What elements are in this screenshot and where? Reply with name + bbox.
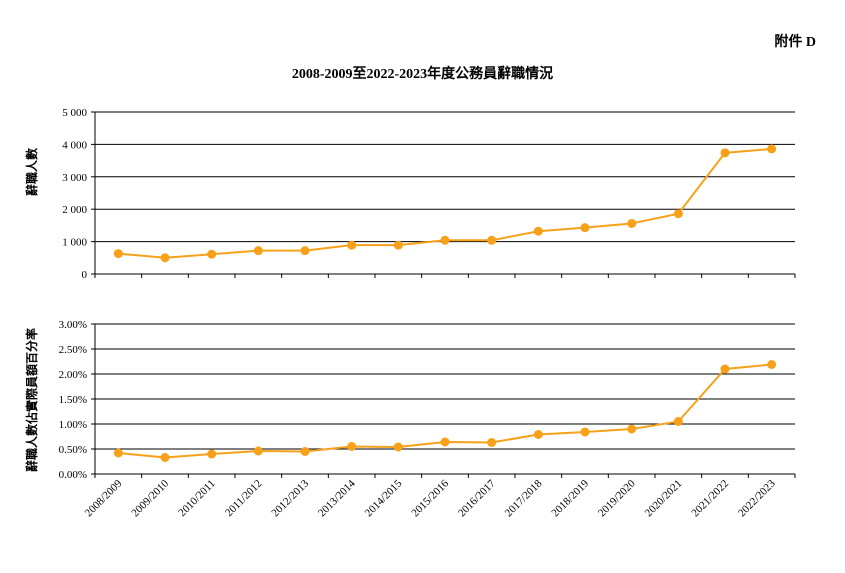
data-point — [393, 240, 403, 250]
data-point — [253, 446, 263, 456]
data-point — [627, 218, 637, 228]
data-point — [533, 226, 543, 236]
x-tick-label: 2016/2017 — [456, 477, 498, 519]
data-point — [160, 253, 170, 263]
resignations-count-panel: 0 1 000 2 000 3 000 4 000 5 000 辭職人數 — [24, 107, 796, 281]
data-point — [440, 437, 450, 447]
y-tick-label: 0.50% — [59, 444, 87, 456]
data-point — [347, 442, 357, 451]
data-point — [113, 448, 123, 458]
x-tick-label: 2018/2019 — [549, 477, 591, 519]
y-tick-label: 4 000 — [62, 139, 87, 151]
data-point — [673, 417, 683, 426]
data-point — [767, 360, 777, 369]
y-axis-label: 辭職人數佔實際員額百分率 — [24, 328, 39, 472]
x-tick-label: 2022/2023 — [736, 477, 778, 519]
x-tick-label: 2017/2018 — [503, 477, 545, 519]
data-point — [393, 442, 403, 452]
data-point — [487, 235, 497, 245]
data-point — [207, 449, 217, 459]
data-point — [113, 249, 123, 259]
y-tick-label: 3 000 — [62, 172, 87, 184]
data-point — [720, 148, 730, 158]
x-tick-label: 2021/2022 — [689, 478, 731, 520]
y-tick-label: 1.50% — [59, 394, 87, 406]
y-tick-label: 2 000 — [62, 204, 87, 216]
y-tick-label: 5 000 — [62, 107, 87, 119]
y-axis-label: 辭職人數 — [24, 148, 39, 196]
data-point — [533, 430, 543, 439]
chart-title: 2008-2009至2022-2023年度公務員辭職情況 — [291, 67, 554, 82]
data-point — [160, 453, 170, 462]
x-tick-label: 2012/2013 — [269, 477, 311, 519]
y-tick-label: 3.00% — [59, 319, 87, 331]
data-point — [580, 223, 590, 233]
x-tick-label: 2008/2009 — [83, 477, 125, 519]
data-point — [720, 364, 730, 374]
data-point — [300, 246, 310, 256]
x-tick-label: 2020/2021 — [643, 478, 685, 520]
y-tick-label: 0.00% — [59, 469, 87, 481]
data-point — [300, 447, 310, 456]
data-point — [580, 427, 590, 437]
y-tick-label: 2.50% — [59, 344, 87, 356]
x-tick-label: 2019/2020 — [596, 477, 638, 519]
data-point — [627, 424, 637, 434]
x-tick-label: 2015/2016 — [409, 477, 451, 519]
data-point — [253, 246, 263, 256]
x-axis-labels: 2008/2009 2009/2010 2010/2011 2011/2012 2012… — [83, 477, 778, 519]
x-tick-label: 2010/2011 — [176, 478, 217, 519]
data-point — [347, 240, 357, 250]
x-tick-label: 2014/2015 — [363, 477, 405, 519]
y-tick-label: 2.00% — [59, 369, 87, 381]
data-point — [207, 249, 217, 259]
y-tick-label: 1.00% — [59, 419, 87, 431]
data-point — [440, 235, 450, 245]
x-tick-label: 2011/2012 — [223, 478, 264, 519]
annex-label: 附件 D — [774, 35, 816, 50]
resignation-rate-panel: 0.00% 0.50% 1.00% 1.50% 2.00% 2.50% 3.00% 辭職人數佔… — [24, 319, 796, 481]
y-tick-label: 1 000 — [62, 237, 87, 249]
data-point — [767, 144, 777, 154]
y-tick-label: 0 — [82, 269, 88, 281]
x-tick-label: 2013/2014 — [316, 477, 358, 519]
data-point — [487, 438, 497, 447]
data-point — [673, 209, 683, 219]
x-tick-label: 2009/2010 — [129, 477, 171, 519]
